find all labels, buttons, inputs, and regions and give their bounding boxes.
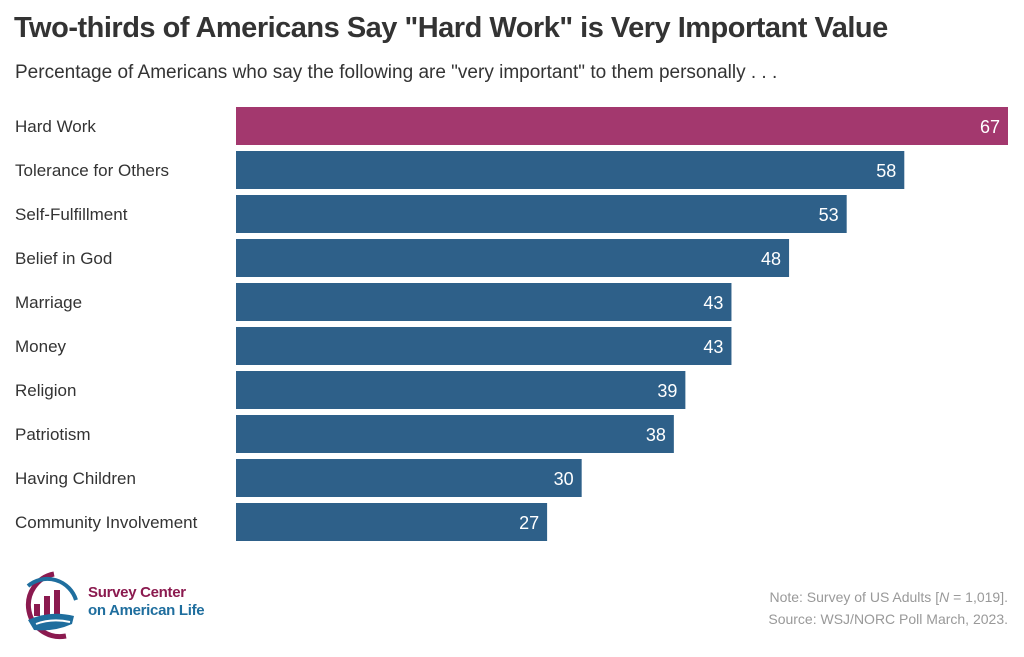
category-label: Patriotism xyxy=(15,425,91,444)
bar xyxy=(236,107,1008,145)
logo-line1: Survey Center xyxy=(88,584,186,601)
data-label: 38 xyxy=(646,425,666,445)
data-label: 39 xyxy=(657,381,677,401)
category-label: Self-Fulfillment xyxy=(15,205,128,224)
note-line-1: Note: Survey of US Adults [N = 1,019]. xyxy=(768,586,1008,608)
note-line-2: Source: WSJ/NORC Poll March, 2023. xyxy=(768,611,1008,627)
logo-line2: on American Life xyxy=(88,602,205,619)
data-label: 27 xyxy=(519,513,539,533)
category-label: Money xyxy=(15,337,67,356)
bar xyxy=(236,503,548,541)
data-label: 43 xyxy=(703,337,723,357)
data-label: 58 xyxy=(876,161,896,181)
category-label: Religion xyxy=(15,381,76,400)
category-label: Marriage xyxy=(15,293,82,312)
bar xyxy=(236,239,790,277)
bar xyxy=(236,195,847,233)
category-label: Belief in God xyxy=(15,249,112,268)
survey-center-logo: Survey Center on American Life xyxy=(14,570,244,640)
category-label: Community Involvement xyxy=(15,513,198,532)
bar xyxy=(236,283,732,321)
bar xyxy=(236,371,686,409)
data-label: 53 xyxy=(819,205,839,225)
note-prefix: Note: Survey of US Adults [ xyxy=(769,589,940,605)
bar xyxy=(236,459,582,497)
logo-icon xyxy=(25,571,78,640)
data-label: 30 xyxy=(554,469,574,489)
category-label: Hard Work xyxy=(15,117,96,136)
data-label: 43 xyxy=(703,293,723,313)
note-n: N xyxy=(939,589,950,605)
category-label: Having Children xyxy=(15,469,136,488)
bar xyxy=(236,415,674,453)
source-note: Note: Survey of US Adults [N = 1,019]. S… xyxy=(768,586,1008,630)
note-suffix: = 1,019]. xyxy=(949,589,1008,605)
category-label: Tolerance for Others xyxy=(15,161,169,180)
chart-subtitle: Percentage of Americans who say the foll… xyxy=(15,62,778,83)
bar xyxy=(236,151,905,189)
bar-chart: Hard Work 67 Tolerance for Others 58 Self-Fu… xyxy=(15,107,1008,541)
bar xyxy=(236,327,732,365)
chart-title: Two-thirds of Americans Say "Hard Work" … xyxy=(14,12,888,44)
data-label: 48 xyxy=(761,249,781,269)
data-label: 67 xyxy=(980,117,1000,137)
